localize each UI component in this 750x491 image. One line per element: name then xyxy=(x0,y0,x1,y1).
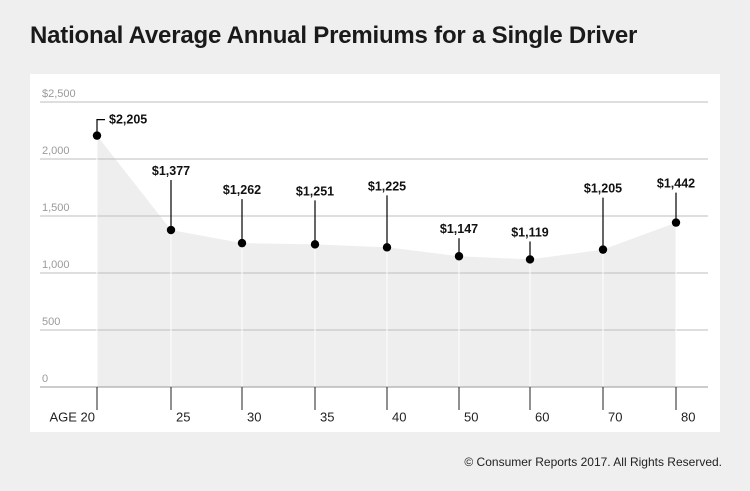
data-label: $1,147 xyxy=(440,222,478,236)
line-chart: 0 500 1,000 1,500 2,000 $2,500 AGE 20 25 30 35 40 5… xyxy=(40,88,708,425)
data-point xyxy=(525,255,535,264)
y-tick-label: 1,500 xyxy=(42,202,70,214)
data-point xyxy=(310,240,320,249)
y-tick-label: 500 xyxy=(42,316,60,328)
x-tick-label: 80 xyxy=(681,410,695,425)
x-tick-label: 30 xyxy=(247,410,261,425)
data-point xyxy=(671,218,681,227)
data-label: $1,119 xyxy=(511,225,549,239)
data-label: $1,225 xyxy=(368,179,406,193)
data-label: $1,442 xyxy=(657,177,695,191)
data-label: $1,262 xyxy=(223,183,261,197)
y-tick-label: 1,000 xyxy=(42,259,70,271)
chart-title: National Average Annual Premiums for a S… xyxy=(30,22,638,49)
data-point xyxy=(166,225,176,235)
x-tick-label: 40 xyxy=(392,410,406,425)
copyright-footer: © Consumer Reports 2017. All Rights Rese… xyxy=(464,455,722,469)
x-tick-label: AGE 20 xyxy=(49,410,95,425)
leader-line xyxy=(96,119,105,132)
data-point xyxy=(92,131,102,140)
data-point xyxy=(454,252,464,261)
data-label: $1,205 xyxy=(584,182,622,196)
chart-panel: 0 500 1,000 1,500 2,000 $2,500 AGE 20 25 30 35 40 5… xyxy=(30,74,720,432)
data-label: $1,377 xyxy=(152,164,190,178)
data-label: $2,205 xyxy=(109,113,147,127)
data-point xyxy=(382,243,392,252)
data-label: $1,251 xyxy=(296,184,334,198)
x-tick-label: 25 xyxy=(176,410,190,425)
x-tick-label: 35 xyxy=(320,410,334,425)
data-point xyxy=(598,245,608,254)
y-tick-label: 2,000 xyxy=(42,145,70,157)
x-tick-label: 60 xyxy=(535,410,549,425)
x-tick-label: 70 xyxy=(608,410,622,425)
y-tick-label: $2,500 xyxy=(42,88,76,100)
x-tick-label: 50 xyxy=(464,410,478,425)
y-tick-label: 0 xyxy=(42,373,48,385)
data-point xyxy=(237,238,247,248)
